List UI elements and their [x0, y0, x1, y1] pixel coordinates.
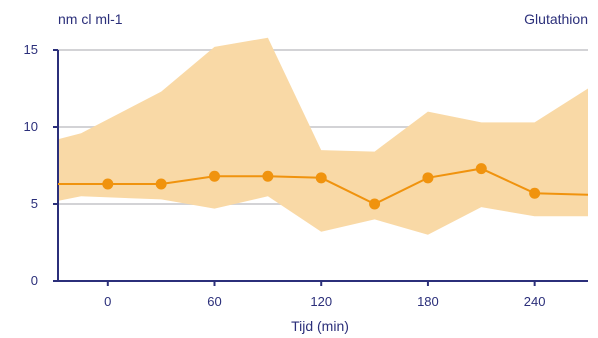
- data-point: [529, 187, 541, 199]
- y-tick-label: 0: [31, 273, 38, 288]
- x-tick-label: 0: [104, 294, 111, 309]
- data-point: [422, 172, 434, 184]
- data-point: [155, 178, 167, 190]
- x-tick-label: 120: [310, 294, 332, 309]
- y-tick-label: 15: [24, 42, 38, 57]
- series-markers: [102, 163, 541, 210]
- x-axis-title: Tijd (min): [291, 318, 349, 334]
- data-point: [369, 198, 381, 210]
- data-point: [475, 163, 487, 175]
- data-point: [102, 178, 114, 190]
- data-point: [209, 170, 221, 182]
- range-band: [58, 37, 588, 235]
- data-point: [262, 170, 274, 182]
- axes: [57, 50, 588, 282]
- y-tick-label: 10: [24, 119, 38, 134]
- data-point: [315, 172, 327, 184]
- x-tick-label: 180: [417, 294, 439, 309]
- tick-labels: 0 5 10 15 0 60 120 180 240: [24, 42, 546, 309]
- y-tick-label: 5: [31, 196, 38, 211]
- x-tick-label: 240: [524, 294, 546, 309]
- chart-title: Glutathion: [524, 11, 588, 27]
- y-axis-title: nm cl ml-1: [58, 11, 123, 27]
- x-tick-label: 60: [207, 294, 221, 309]
